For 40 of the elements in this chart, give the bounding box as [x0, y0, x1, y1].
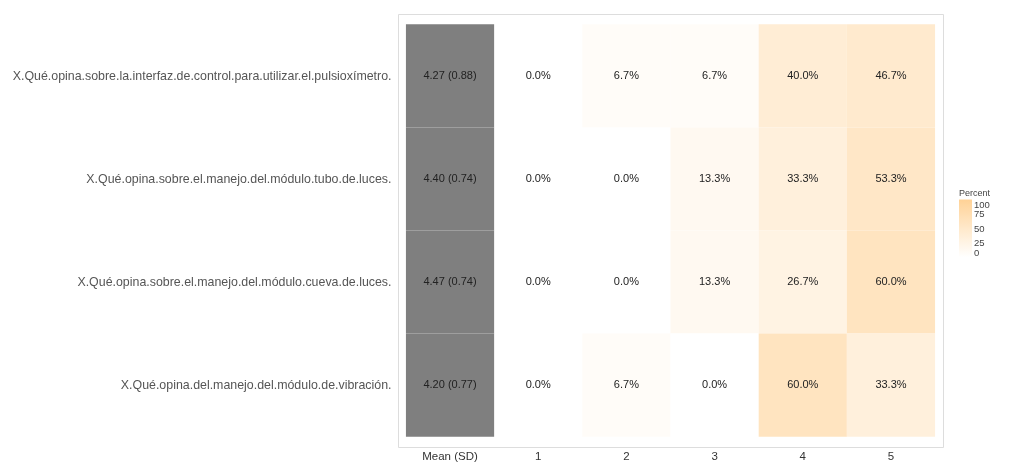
color-bar-label: 25 — [974, 237, 985, 248]
y-tick-label: X.Qué.opina.sobre.el.manejo.del.módulo.cueva.de.luces. — [77, 275, 392, 290]
x-tick-label: 5 — [887, 449, 895, 462]
y-tick-label: X.Qué.opina.sobre.la.interfaz.de.control.para.utilizar.el.pulsioxímetro. — [12, 68, 392, 83]
data-label: 26.7% — [787, 275, 819, 288]
data-label: 0.0% — [525, 275, 551, 288]
color-bar-label: 0 — [974, 246, 980, 258]
x-tick-label: 2 — [623, 449, 630, 462]
data-label: 0.0% — [525, 378, 551, 391]
data-label: 13.3% — [698, 275, 731, 288]
data-label: 0.0% — [525, 68, 551, 81]
x-tick-label: 3 — [711, 449, 718, 462]
data-label: 6.7% — [702, 68, 728, 81]
data-label: 33.3% — [787, 171, 819, 184]
data-label: 40.0% — [787, 68, 819, 81]
x-tick-label: 4 — [799, 449, 807, 462]
color-bar-label: 100 — [974, 198, 990, 210]
data-label: 6.7% — [613, 378, 640, 391]
data-label: 0.0% — [613, 275, 640, 288]
text: 4.40 (0.74) — [423, 171, 477, 184]
data-label: 13.3% — [698, 171, 731, 184]
data-label: 0.0% — [613, 171, 640, 184]
data-label: 33.3% — [875, 378, 907, 391]
data-label: 60.0% — [787, 378, 819, 391]
color-bar-label: 75 — [974, 208, 985, 219]
data-label: 53.3% — [875, 171, 907, 184]
data-label: 46.7% — [875, 68, 907, 81]
x-tick-label: Mean (SD) — [422, 449, 478, 462]
text: 4.20 (0.77) — [423, 378, 477, 391]
y-tick-label: X.Qué.opina.del.manejo.del.módulo.de.vibración. — [120, 378, 392, 393]
data-label: 0.0% — [525, 171, 551, 184]
color-bar-label: 50 — [974, 222, 985, 234]
y-tick-label: X.Qué.opina.sobre.el.manejo.del.módulo.tubo.de.luces. — [86, 171, 392, 186]
data-label: 60.0% — [875, 275, 907, 288]
data-label: 6.7% — [613, 68, 640, 81]
x-tick-label: 1 — [535, 449, 542, 462]
text: 4.27 (0.88) — [423, 68, 477, 81]
data-label: 0.0% — [702, 378, 728, 391]
legend-title: Percent — [959, 187, 991, 198]
text: 4.47 (0.74) — [423, 275, 477, 288]
